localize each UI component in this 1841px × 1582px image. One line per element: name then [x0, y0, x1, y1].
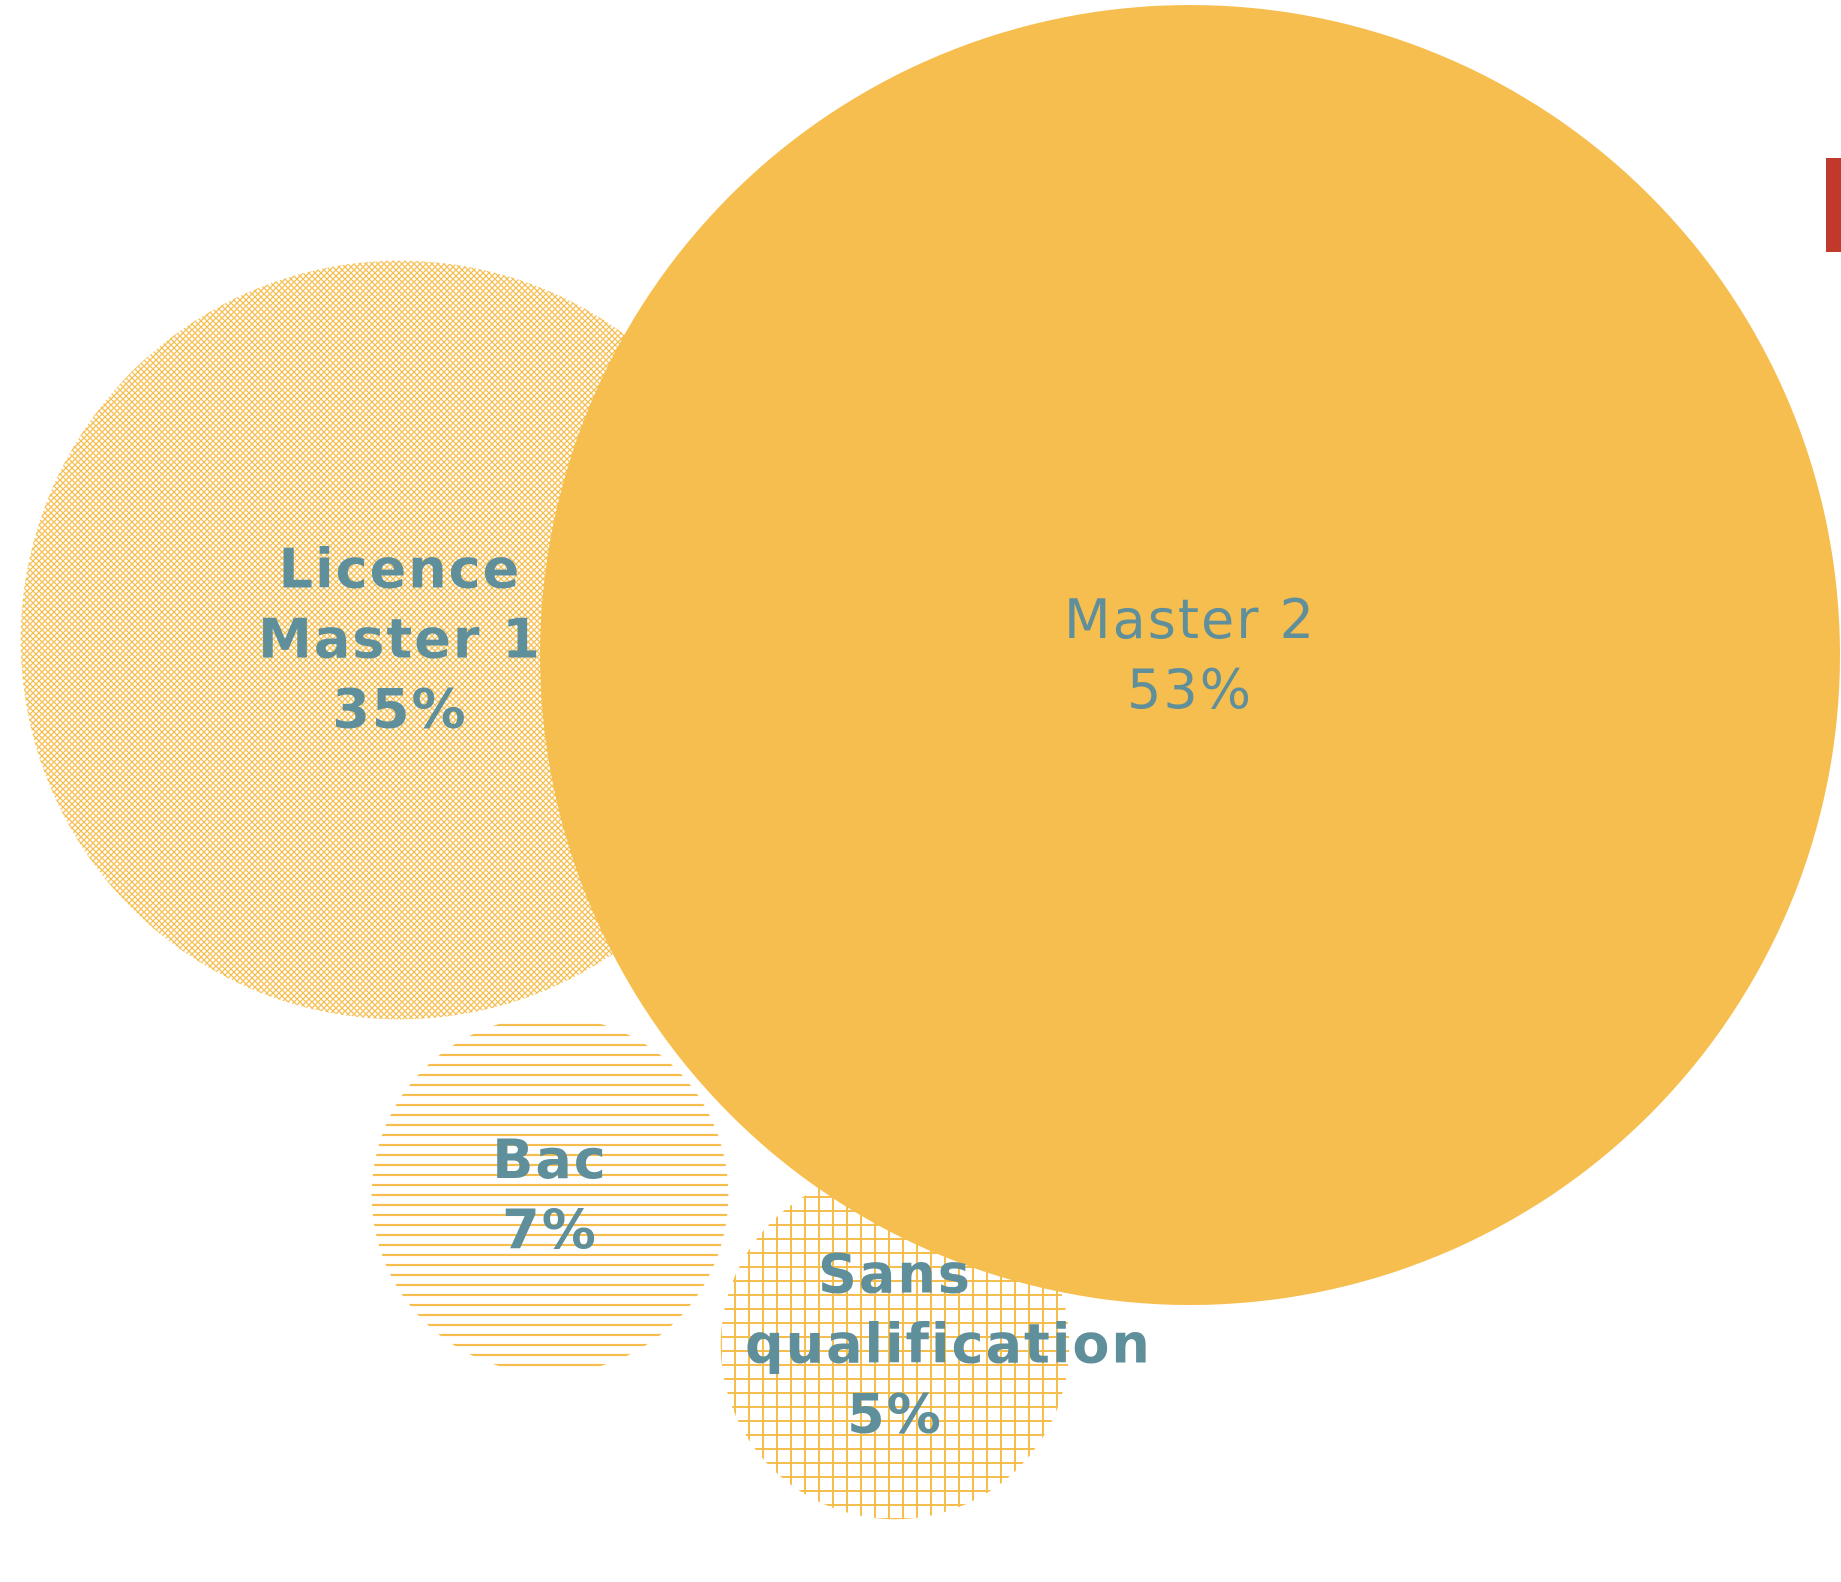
- bubble: [540, 5, 1840, 1305]
- bubble-label: Licence Master 1 35%: [250, 535, 550, 746]
- bubble-label: Master 2 53%: [980, 585, 1400, 725]
- value-label: 5%: [847, 1383, 943, 1447]
- bubble-label: Sans qualification 5%: [745, 1240, 1152, 1451]
- decoration: [1826, 158, 1841, 252]
- category-label: Bac: [492, 1127, 608, 1191]
- category-label: Licence Master 1: [258, 537, 542, 671]
- value-label: 7%: [502, 1198, 598, 1261]
- bubble: [371, 1016, 729, 1374]
- value-label: 35%: [332, 678, 468, 742]
- category-label: Sans qualification: [745, 1242, 1152, 1376]
- bubble-label: Bac 7%: [450, 1125, 650, 1265]
- value-label: 53%: [1126, 658, 1254, 721]
- category-label: Master 2: [1064, 587, 1316, 651]
